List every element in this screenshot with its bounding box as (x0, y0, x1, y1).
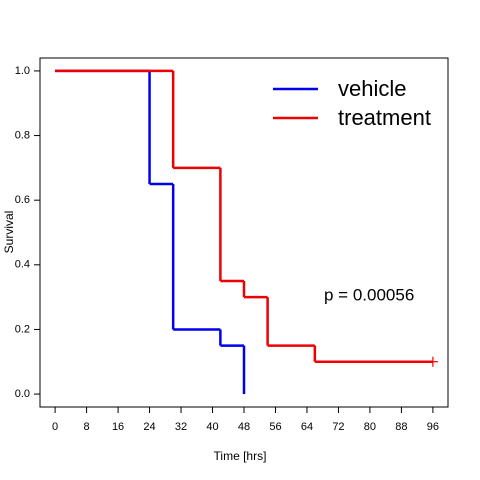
x-tick-label: 24 (143, 421, 155, 433)
x-tick-label: 8 (84, 421, 90, 433)
x-tick-label: 64 (301, 421, 313, 433)
y-tick-label: 0.4 (15, 259, 30, 271)
x-tick-label: 40 (206, 421, 218, 433)
x-tick-label: 56 (269, 421, 281, 433)
y-tick-label: 1.0 (15, 65, 30, 77)
y-tick-label: 0.2 (15, 323, 30, 335)
legend-label: vehicle (338, 76, 406, 101)
censor-mark (427, 356, 438, 367)
y-tick-label: 0.0 (15, 388, 30, 400)
y-tick-label: 0.8 (15, 129, 30, 141)
x-tick-label: 88 (395, 421, 407, 433)
x-tick-label: 96 (427, 421, 439, 433)
x-tick-label: 80 (364, 421, 376, 433)
x-tick-label: 16 (112, 421, 124, 433)
x-axis-label: Time [hrs] (214, 449, 267, 463)
y-axis-label: Survival (2, 211, 16, 254)
legend-label: treatment (338, 105, 431, 130)
x-tick-label: 32 (175, 421, 187, 433)
x-tick-label: 48 (238, 421, 250, 433)
y-tick-label: 0.6 (15, 194, 30, 206)
x-tick-label: 72 (332, 421, 344, 433)
annotation: p = 0.00056 (324, 285, 414, 304)
x-tick-label: 0 (52, 421, 58, 433)
